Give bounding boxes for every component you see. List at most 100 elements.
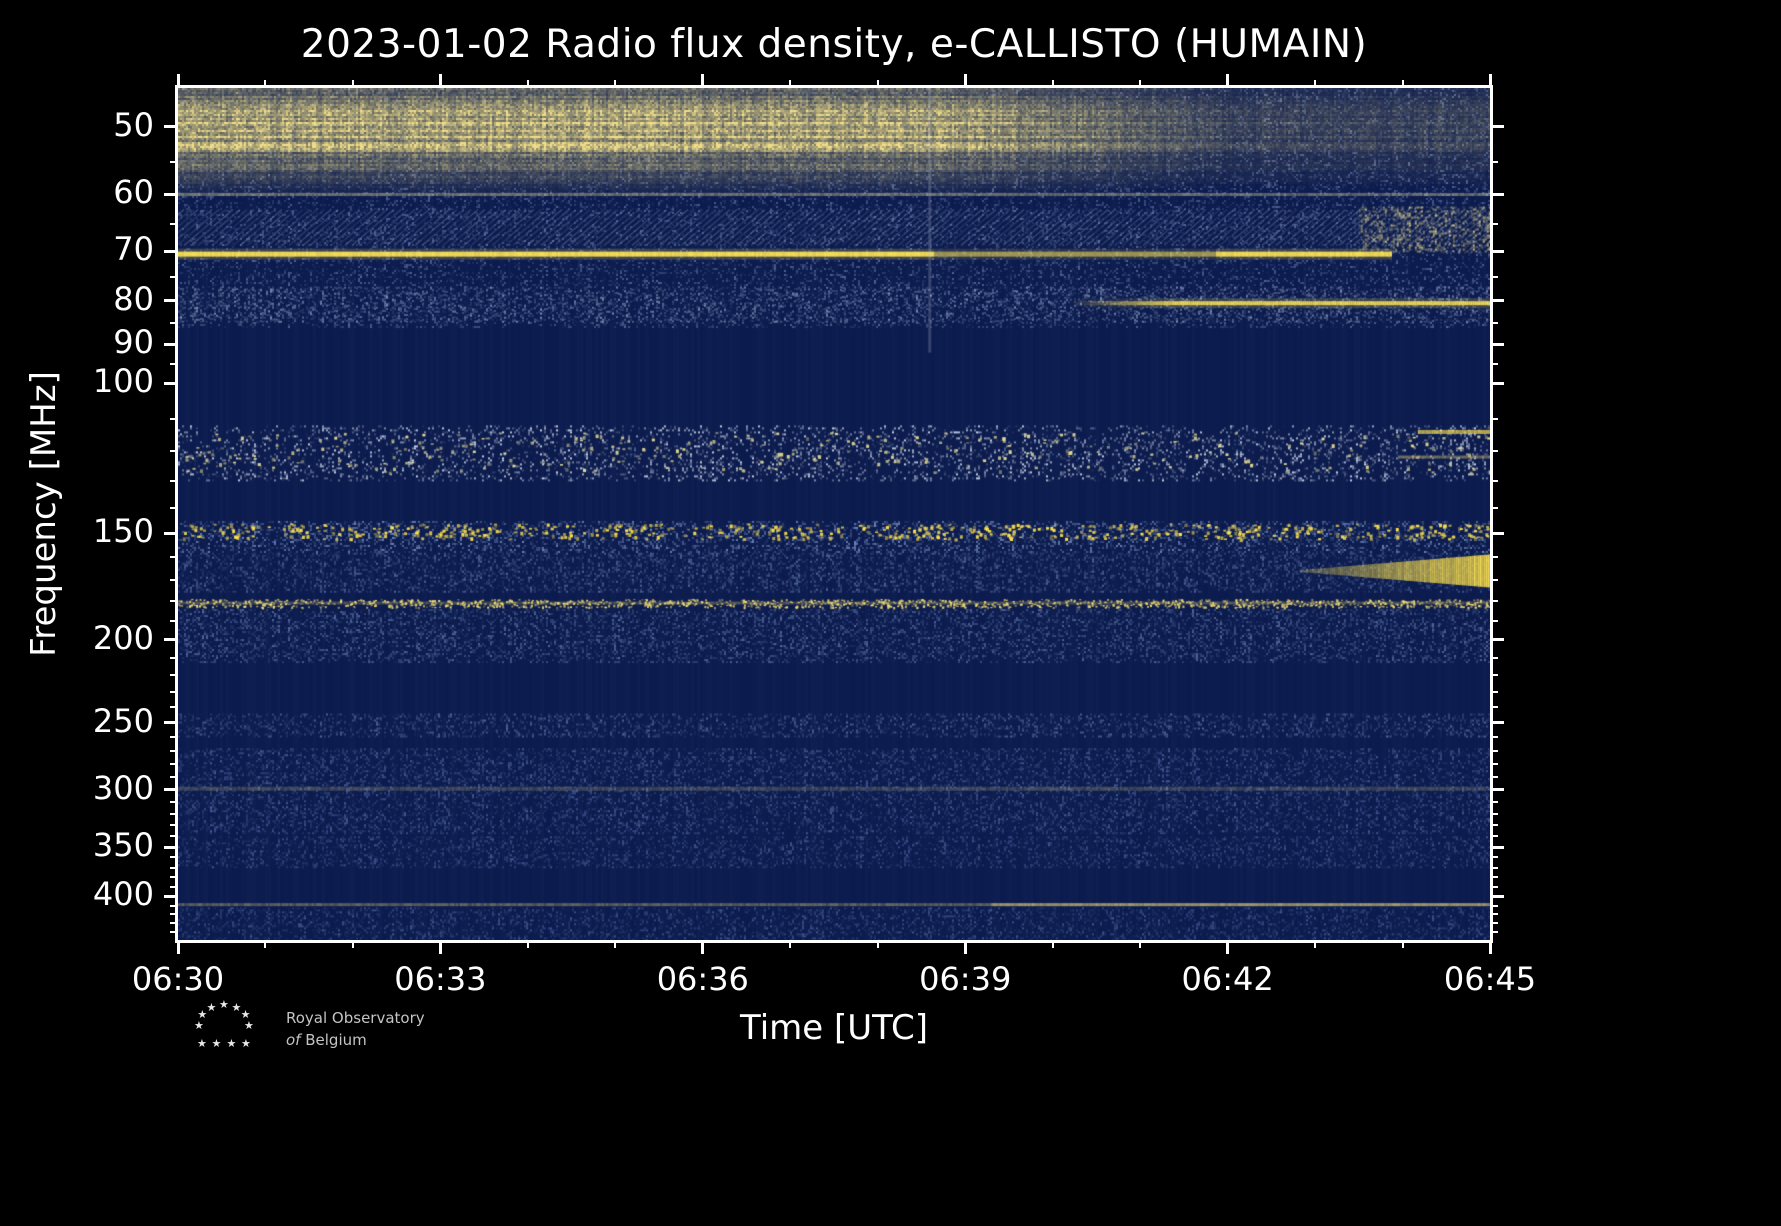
y-tick-minor — [170, 161, 178, 164]
y-tick-minor — [170, 763, 178, 766]
logo-text-line1: Royal Observatory — [286, 1008, 425, 1027]
logo-star: ★ — [240, 1008, 251, 1022]
y-tick-label: 350 — [92, 826, 154, 864]
y-tick-minor — [170, 736, 178, 739]
x-tick-minor-top — [1139, 80, 1142, 88]
logo-of: of — [286, 1031, 301, 1049]
x-tick-minor — [264, 940, 267, 948]
y-tick-minor — [170, 824, 178, 827]
y-tick-minor-right — [1490, 913, 1498, 916]
y-tick-minor — [170, 904, 178, 907]
x-tick-minor — [351, 940, 354, 948]
x-tick-major — [1488, 940, 1492, 954]
x-tick-minor-top — [1051, 80, 1054, 88]
logo-star: ★ — [206, 1000, 217, 1014]
x-axis-label: Time [UTC] — [740, 1008, 928, 1048]
y-tick-major-right — [1490, 845, 1504, 849]
y-tick-label: 150 — [92, 512, 154, 551]
y-tick-major — [164, 192, 178, 196]
logo-text: Royal Observatory of Belgium — [286, 1007, 425, 1052]
y-tick-minor — [170, 276, 178, 278]
y-tick-major-right — [1490, 531, 1504, 535]
y-tick-minor — [170, 876, 178, 879]
y-tick-label: 100 — [92, 362, 154, 401]
y-tick-minor-right — [1490, 449, 1498, 452]
y-tick-minor-right — [1490, 417, 1498, 420]
x-tick-minor — [526, 940, 529, 948]
x-tick-label: 06:42 — [1181, 960, 1274, 998]
chart-title: 2023-01-02 Radio flux density, e-CALLIST… — [300, 22, 1368, 67]
y-tick-major — [164, 894, 178, 898]
logo-star: ★ — [244, 1019, 254, 1032]
y-tick-minor-right — [1490, 776, 1498, 779]
x-tick-major-top — [1488, 74, 1492, 88]
x-tick-major — [176, 940, 180, 954]
y-tick-minor — [170, 506, 178, 509]
y-tick-minor — [170, 913, 178, 916]
x-tick-major-top — [438, 74, 442, 88]
y-tick-minor-right — [1490, 223, 1498, 226]
y-tick-minor-right — [1490, 876, 1498, 879]
x-tick-label: 06:36 — [656, 960, 749, 998]
y-tick-minor-right — [1490, 556, 1498, 559]
y-tick-minor — [170, 619, 178, 622]
y-tick-minor-right — [1490, 161, 1498, 164]
x-tick-label: 06:39 — [919, 960, 1012, 998]
x-tick-major-top — [701, 74, 705, 88]
plot-border — [175, 85, 1493, 943]
y-tick-minor-right — [1490, 674, 1498, 677]
logo-star: ★ — [241, 1037, 251, 1050]
y-tick-minor — [170, 776, 178, 779]
y-tick-minor-right — [1490, 824, 1498, 827]
y-tick-minor-right — [1490, 690, 1498, 693]
y-tick-minor — [170, 599, 178, 602]
logo-belgium: Belgium — [305, 1031, 367, 1049]
y-tick-minor-right — [1490, 866, 1498, 869]
logo-text-line2: of Belgium — [286, 1029, 425, 1052]
y-tick-minor — [170, 812, 178, 815]
y-tick-major-right — [1490, 125, 1504, 129]
y-tick-label: 50 — [113, 105, 154, 144]
x-tick-minor-top — [526, 80, 529, 88]
y-tick-minor-right — [1490, 930, 1498, 933]
y-tick-minor-right — [1490, 619, 1498, 622]
y-tick-minor — [170, 674, 178, 677]
y-tick-minor — [170, 930, 178, 933]
x-tick-major-top — [176, 74, 180, 88]
y-tick-minor-right — [1490, 801, 1498, 804]
y-tick-major-right — [1490, 342, 1504, 346]
x-tick-major — [1226, 940, 1230, 954]
y-tick-minor-right — [1490, 706, 1498, 709]
y-tick-minor — [170, 363, 178, 366]
y-tick-minor — [170, 690, 178, 693]
logo-star: ★ — [194, 1019, 204, 1032]
x-tick-minor — [1051, 940, 1054, 948]
x-tick-label: 06:33 — [394, 960, 487, 998]
x-tick-major — [438, 940, 442, 954]
y-tick-minor-right — [1490, 904, 1498, 907]
y-tick-minor — [170, 866, 178, 869]
y-tick-label: 250 — [92, 701, 154, 740]
y-tick-minor — [170, 449, 178, 452]
x-tick-label: 06:30 — [131, 960, 225, 998]
y-tick-major-right — [1490, 381, 1504, 385]
x-tick-major — [701, 940, 705, 954]
y-tick-major — [164, 249, 178, 253]
y-tick-label: 200 — [92, 618, 154, 657]
x-tick-major-top — [963, 74, 967, 88]
y-tick-minor — [170, 223, 178, 226]
x-tick-minor-top — [614, 80, 617, 88]
x-tick-minor-top — [789, 80, 792, 88]
y-tick-major-right — [1490, 721, 1504, 724]
y-tick-major — [164, 381, 178, 385]
y-tick-minor — [170, 578, 178, 581]
y-tick-major — [164, 342, 178, 346]
logo-star: ★ — [197, 1037, 207, 1050]
y-tick-minor — [170, 749, 178, 752]
logo-star: ★ — [211, 1037, 222, 1050]
y-tick-minor-right — [1490, 479, 1498, 482]
y-tick-minor — [170, 706, 178, 709]
y-tick-minor — [170, 479, 178, 482]
y-tick-major-right — [1490, 788, 1504, 792]
